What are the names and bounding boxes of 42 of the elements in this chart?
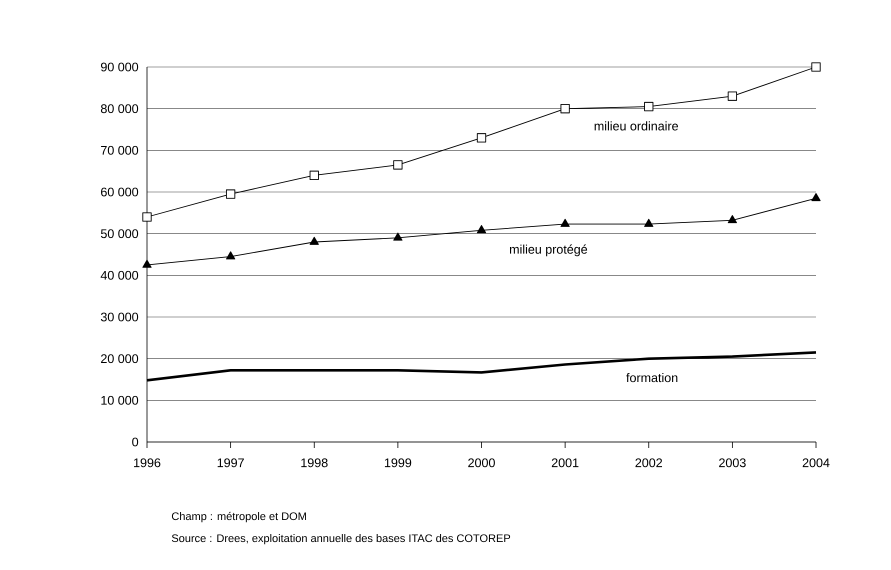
point bbox=[476, 133, 486, 142]
x-tick-label: 2001 bbox=[552, 458, 578, 468]
point bbox=[310, 170, 319, 180]
x-tick-label: 1998 bbox=[301, 458, 328, 468]
x-tick-label: 2000 bbox=[468, 458, 495, 468]
x-tick-label: 1997 bbox=[218, 458, 244, 468]
point bbox=[142, 260, 152, 268]
point bbox=[226, 189, 236, 199]
point bbox=[811, 62, 821, 72]
y-tick-label: 20 000 bbox=[101, 354, 138, 364]
x-tick-label: 2002 bbox=[635, 458, 662, 468]
point bbox=[393, 232, 402, 241]
source-note: Source : Drees, exploitation annuelle des bases ITAC des COTOREP bbox=[172, 534, 510, 544]
point bbox=[476, 225, 486, 234]
text: Champ : métropole et DOM bbox=[172, 512, 306, 522]
point bbox=[644, 102, 654, 112]
point bbox=[560, 104, 570, 114]
point bbox=[560, 218, 570, 227]
point bbox=[728, 215, 737, 224]
y-tick-label: 80 000 bbox=[100, 104, 138, 114]
point bbox=[811, 193, 821, 202]
series-label: formation bbox=[626, 372, 678, 382]
y-tick-label: 60 000 bbox=[101, 188, 138, 196]
point bbox=[310, 236, 319, 245]
y-tick-label: 50 000 bbox=[100, 229, 138, 238]
x-tick-label: 2004 bbox=[802, 458, 830, 468]
x-tick-label: 2003 bbox=[719, 458, 746, 468]
y-tick-label: 30 000 bbox=[100, 312, 138, 322]
point bbox=[142, 212, 152, 222]
y-tick-label: 40 000 bbox=[100, 270, 138, 280]
point bbox=[393, 160, 403, 170]
series-label: milieu ordinaire bbox=[594, 121, 678, 130]
point bbox=[644, 218, 654, 227]
point bbox=[728, 92, 738, 101]
point bbox=[226, 251, 236, 260]
series-label: milieu protégé bbox=[510, 244, 588, 256]
x-tick-label: 1999 bbox=[384, 458, 412, 468]
y-tick-label: 90 000 bbox=[100, 62, 138, 72]
y-tick-label: 10 000 bbox=[101, 396, 138, 405]
y-tick-label: 70 000 bbox=[101, 146, 138, 155]
y-tick-label: 0 bbox=[132, 438, 138, 446]
x-tick-label: 1996 bbox=[134, 458, 160, 468]
